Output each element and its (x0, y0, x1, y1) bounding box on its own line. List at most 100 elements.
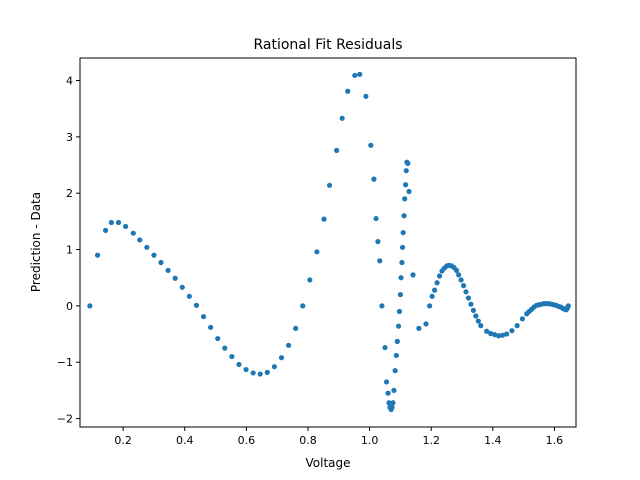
data-point (193, 302, 200, 308)
data-point (478, 323, 484, 329)
data-point (453, 267, 460, 273)
x-tick-label: 1.0 (361, 434, 379, 447)
x-tick-label: 1.2 (422, 434, 440, 447)
data-point (115, 219, 122, 226)
data-point (200, 313, 207, 320)
data-point (460, 283, 467, 289)
data-point (264, 369, 270, 375)
data-point (399, 244, 406, 250)
data-point (371, 176, 377, 182)
data-point (468, 301, 474, 307)
data-point (94, 252, 101, 258)
data-point (389, 404, 395, 410)
data-point (102, 227, 109, 233)
data-point (393, 352, 399, 359)
data-point (357, 71, 363, 77)
x-tick-label: 0.4 (176, 434, 194, 447)
data-point (363, 93, 369, 99)
data-point (402, 196, 408, 202)
data-point (321, 216, 327, 222)
data-point (463, 289, 469, 295)
data-point (416, 325, 422, 332)
y-axis-ticks: −2 −1 0 1 2 3 4 (57, 75, 80, 426)
x-tick-label: 0.8 (299, 434, 317, 447)
data-point (401, 213, 407, 219)
data-point (473, 313, 479, 319)
x-axis-label: Voltage (305, 456, 350, 470)
data-point (373, 215, 379, 222)
data-point (396, 308, 403, 315)
data-point (87, 303, 93, 309)
data-point (431, 287, 438, 293)
data-point (250, 370, 256, 376)
data-point (179, 284, 185, 290)
data-point (500, 332, 506, 338)
data-point (165, 267, 171, 273)
data-point (243, 366, 249, 373)
data-point (278, 355, 285, 361)
data-point (436, 273, 443, 279)
data-point (397, 292, 403, 298)
data-point (345, 88, 351, 94)
y-tick-label: 4 (66, 75, 73, 88)
data-point (405, 160, 411, 166)
data-point (470, 307, 477, 313)
data-points (87, 71, 571, 413)
y-tick-label: −2 (57, 413, 73, 426)
data-point (475, 318, 481, 324)
data-point (375, 239, 381, 245)
x-tick-label: 1.4 (484, 434, 502, 447)
data-point (403, 182, 409, 188)
x-tick-label: 0.2 (114, 434, 132, 447)
data-point (484, 328, 490, 334)
data-point (492, 332, 498, 338)
data-point (390, 400, 396, 406)
data-point (257, 371, 263, 377)
data-point (427, 303, 433, 309)
data-point (398, 275, 404, 281)
data-point (385, 390, 391, 396)
data-point (504, 331, 510, 337)
data-point (434, 280, 440, 286)
data-point (496, 333, 502, 339)
data-point (314, 249, 320, 255)
data-point (236, 361, 242, 368)
data-point (386, 400, 392, 406)
data-point (186, 293, 192, 299)
plot-frame (79, 57, 577, 428)
data-point (172, 275, 178, 281)
data-point (307, 277, 313, 283)
data-point (403, 168, 409, 174)
data-point (382, 344, 388, 351)
y-tick-label: −1 (57, 356, 73, 369)
data-point (208, 324, 214, 330)
data-point (123, 223, 129, 230)
y-axis-label: Prediction - Data (29, 192, 43, 292)
data-point (406, 188, 412, 195)
data-point (144, 244, 150, 250)
y-tick-label: 3 (66, 131, 73, 144)
x-axis-ticks: 0.2 0.4 0.6 0.8 1.0 1.2 1.4 1.6 (114, 427, 563, 447)
data-point (368, 142, 374, 148)
data-point (271, 364, 277, 370)
data-point (334, 147, 340, 153)
data-point (222, 345, 228, 351)
data-point (565, 303, 571, 309)
data-point (352, 72, 358, 79)
data-point (379, 303, 385, 309)
data-point (429, 293, 435, 299)
data-point (293, 325, 299, 332)
data-point (410, 272, 416, 278)
data-point (514, 323, 520, 329)
data-point (488, 330, 494, 337)
data-point (229, 353, 235, 360)
data-point (465, 295, 472, 301)
data-point (423, 321, 429, 327)
data-point (377, 258, 383, 264)
data-point (130, 230, 136, 236)
data-point (456, 272, 462, 278)
data-point (400, 230, 406, 236)
data-point (519, 316, 526, 322)
